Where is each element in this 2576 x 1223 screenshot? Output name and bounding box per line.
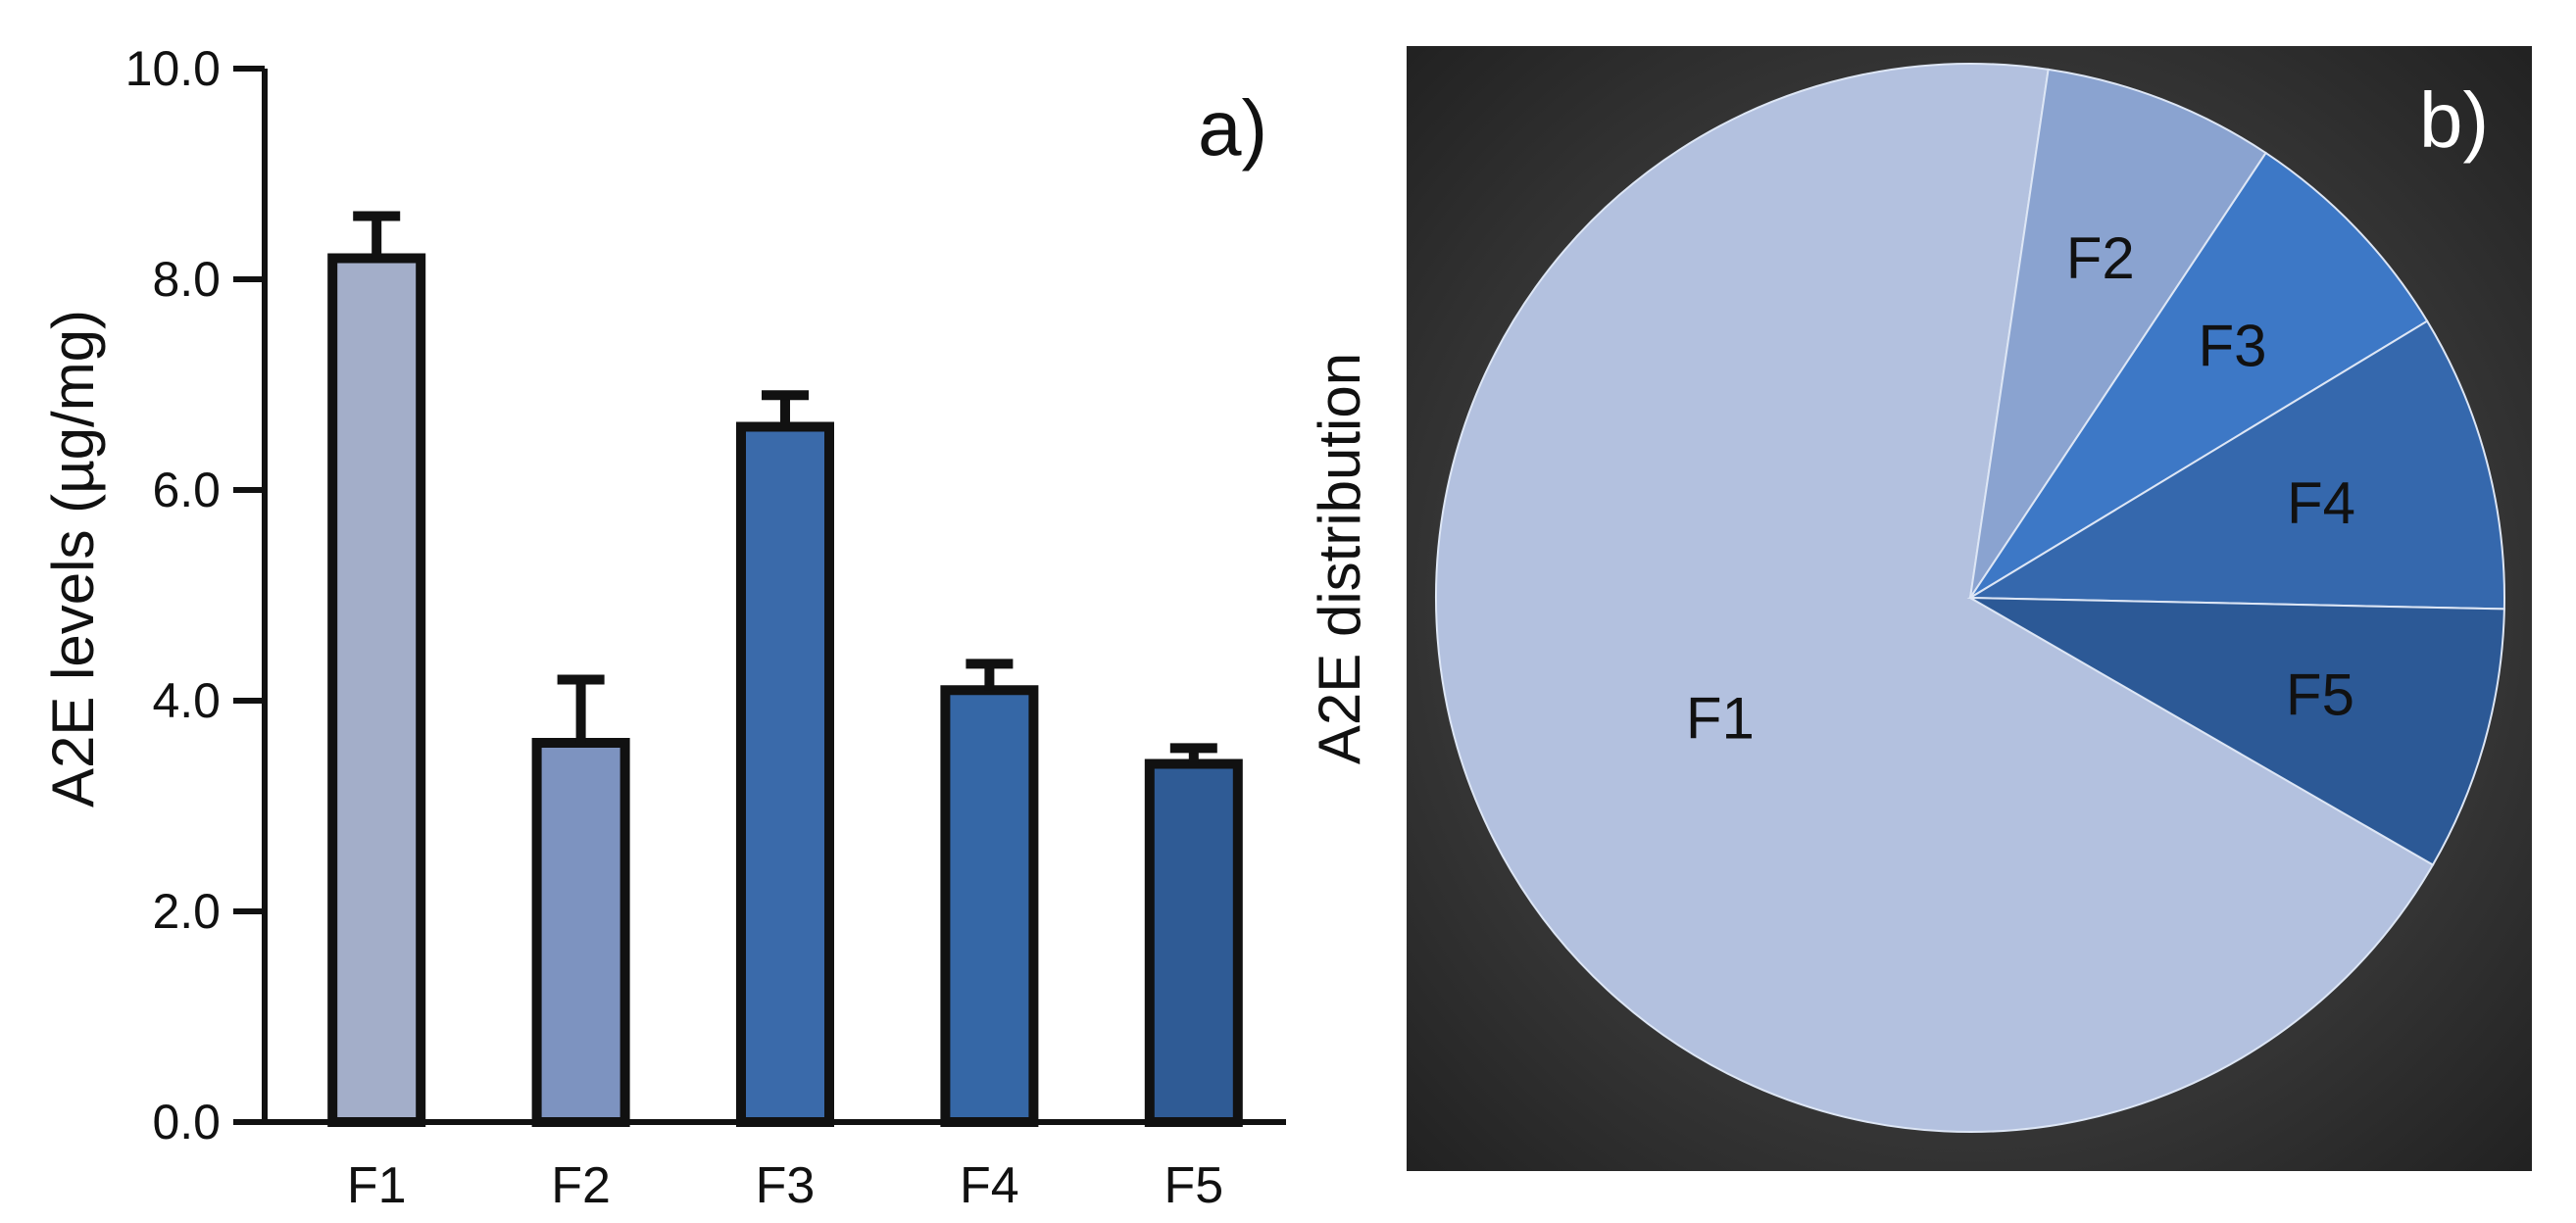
panel-label-a: a) [1198,84,1267,171]
pie-slice-f3 [1969,151,2429,599]
y-tick-label: 0.0 [152,1095,221,1150]
pie-slices [1435,63,2505,1133]
pie-axis-title: A2E distribution [1307,353,1372,764]
x-tick-label-f1: F1 [347,1157,407,1214]
y-tick-label: 8.0 [152,252,221,307]
bar-series [327,253,1243,1127]
pie-label-f2: F2 [2066,225,2135,291]
pie-slice-labels: F1 F2 F3 F4 F5 [1686,225,2355,751]
pie-label-f5: F5 [2286,662,2354,728]
pie-slice-f1 [1435,63,2435,1133]
pie-slice-f2 [1969,68,2267,599]
pie-label-f4: F4 [2287,470,2355,536]
bar-f1 [327,253,426,1127]
bar-f3 [736,421,834,1127]
x-tick-label-f5: F5 [1164,1157,1223,1214]
y-tick-label: 6.0 [152,463,221,517]
pie-label-f3: F3 [2198,313,2266,378]
y-axis-title: A2E levels (µg/mg) [40,310,106,807]
bar-chart-panel: 0.0 2.0 4.0 6.0 8.0 10.0 F1 F2 F3 F4 F5 A2E level… [40,41,1286,1214]
y-tick-label: 4.0 [152,673,221,728]
pie-slice-f4 [1966,319,2505,611]
pie-slice-f5 [1969,597,2505,866]
panel-label-b: b) [2419,76,2489,164]
x-tick-label-f2: F2 [551,1157,611,1214]
bar-f2 [531,738,630,1127]
error-bars [353,211,1217,764]
pie-label-f1: F1 [1686,685,1755,751]
y-tick-label: 2.0 [152,884,221,939]
x-axis-labels: F1 F2 F3 F4 F5 [347,1157,1223,1214]
pie-chart-panel: F1 F2 F3 F4 F5 b) A2E distribution [1307,46,2532,1171]
x-tick-label-f3: F3 [756,1157,816,1214]
y-axis-ticks: 0.0 2.0 4.0 6.0 8.0 10.0 [125,41,265,1150]
x-tick-label-f4: F4 [960,1157,1019,1214]
bar-f5 [1144,758,1243,1127]
bar-f4 [940,685,1039,1127]
y-tick-label: 10.0 [125,41,221,96]
